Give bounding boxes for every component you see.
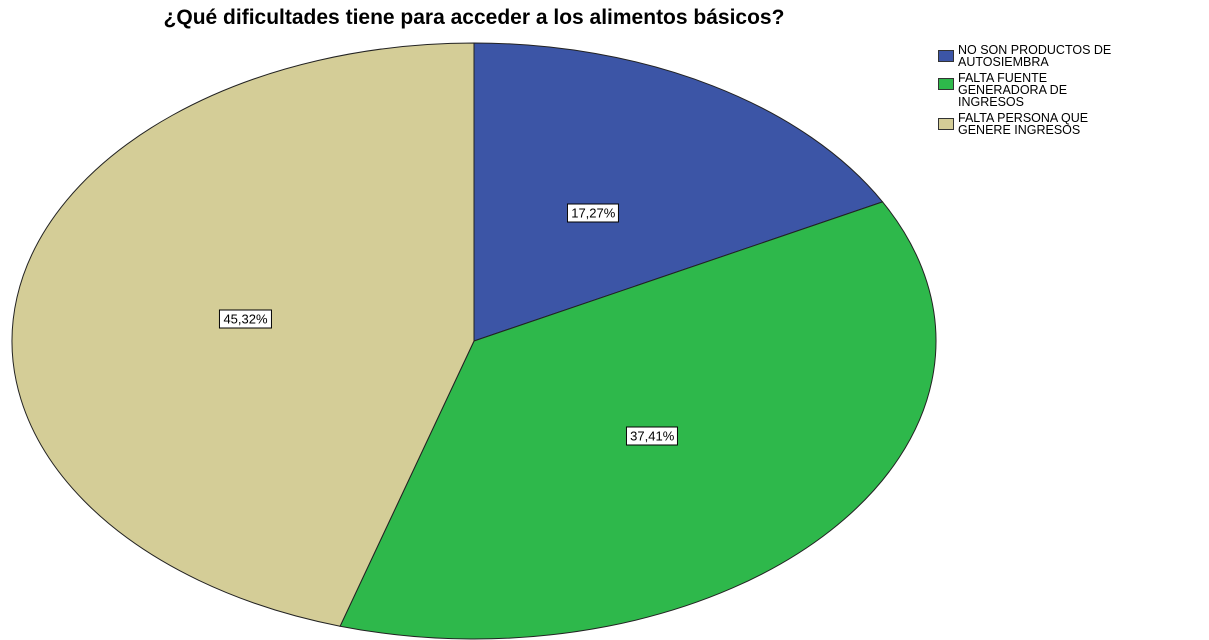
legend-item: NO SON PRODUCTOS DE AUTOSIEMBRA (938, 44, 1111, 68)
data-label: 45,32% (219, 309, 272, 329)
legend-label: NO SON PRODUCTOS DE AUTOSIEMBRA (958, 43, 1112, 69)
legend-item: FALTA FUENTE GENERADORA DE INGRESOS (938, 72, 1111, 108)
data-label: 37,41% (626, 426, 679, 446)
legend-swatch (938, 50, 954, 62)
legend-item: FALTA PERSONA QUE GENERE INGRESOS (938, 112, 1111, 136)
pie-slice (473, 42, 884, 342)
legend-swatch (938, 118, 954, 130)
pie-slice (339, 201, 937, 640)
legend-label: FALTA PERSONA QUE GENERE INGRESOS (958, 111, 1089, 137)
legend: NO SON PRODUCTOS DE AUTOSIEMBRA FALTA FUE… (938, 44, 1111, 140)
chart-title: ¿Qué dificultades tiene para acceder a l… (163, 6, 785, 29)
pie-slice (11, 42, 475, 627)
legend-label: FALTA FUENTE GENERADORA DE INGRESOS (958, 71, 1068, 109)
data-label: 17,27% (567, 203, 620, 223)
legend-swatch (938, 78, 954, 90)
